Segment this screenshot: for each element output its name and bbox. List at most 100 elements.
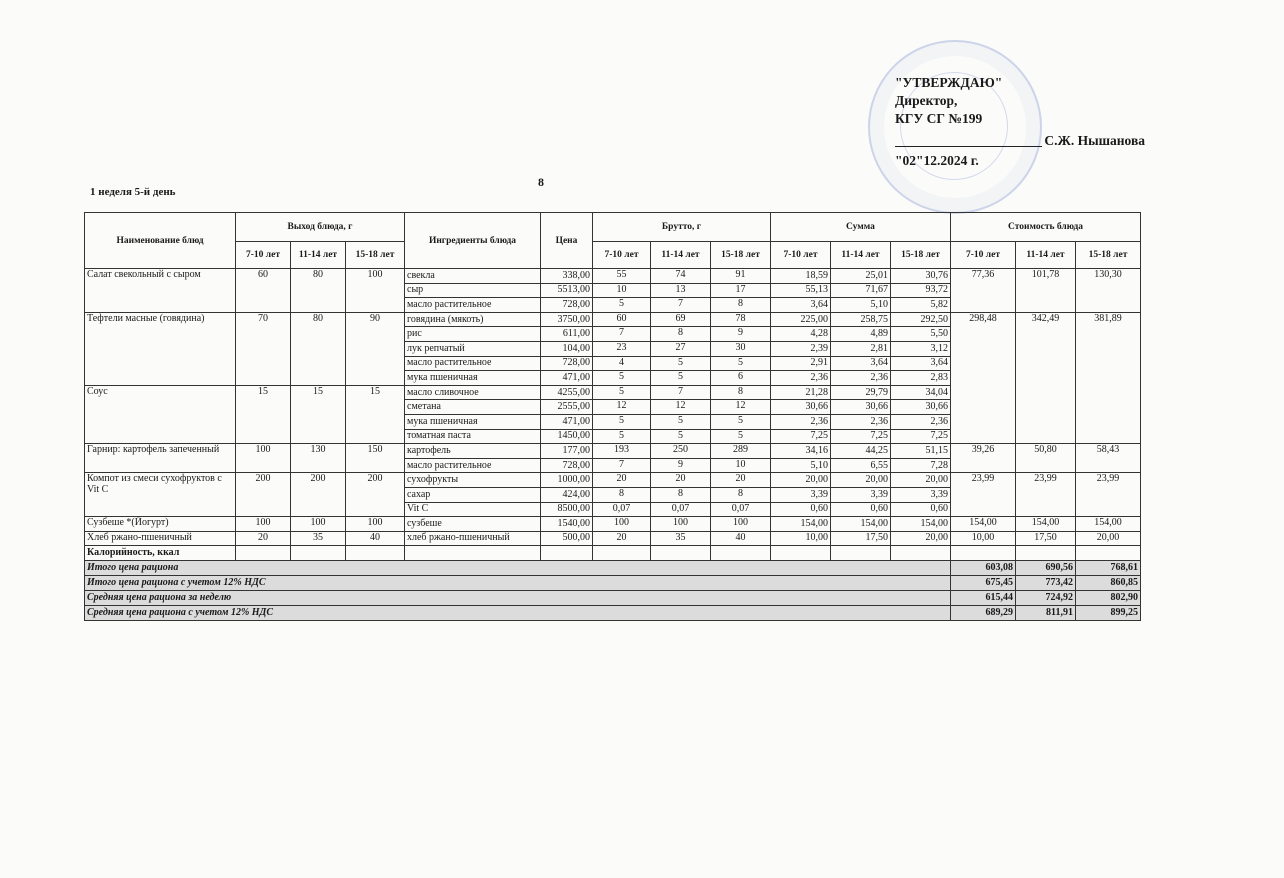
dish-cost: 298,48	[950, 311, 1016, 445]
signature-row: С.Ж. Нышанова	[895, 128, 1145, 150]
dish-cost: 154,00	[1075, 516, 1141, 532]
ingredient-sum: 20,00	[770, 472, 831, 488]
ingredient-brutto: 7	[650, 297, 711, 313]
ingredient-sum: 44,25	[830, 443, 891, 459]
dish-cost: 23,99	[950, 472, 1016, 518]
dish-yield: 200	[290, 472, 346, 518]
ingredient-brutto: 78	[710, 311, 771, 328]
dish-row: Компот из смеси сухофруктов с Vit C 200 20…	[84, 472, 1141, 518]
ingredient-name: сузбеше	[404, 516, 541, 532]
ingredient-brutto: 69	[650, 311, 711, 328]
ingredient-brutto: 40	[710, 530, 771, 547]
ingredient-brutto: 5	[592, 384, 651, 401]
dish-yield: 15	[235, 384, 291, 445]
dish-yield: 20	[235, 530, 291, 547]
dish-yield: 200	[345, 472, 405, 518]
total-label: Средняя цена рациона за неделю	[84, 589, 951, 606]
dish-cost: 58,43	[1075, 443, 1141, 474]
ingredient-brutto: 20	[710, 472, 771, 488]
ingredient-sum: 34,04	[890, 384, 951, 401]
total-value: 768,61	[1075, 559, 1141, 576]
calorie-cell	[710, 545, 771, 561]
ingredient-sum: 292,50	[890, 311, 951, 328]
ingredient-row: масло растительное 728,00 4 5 5 2,91 3,64 3,64	[85, 355, 1141, 372]
header-ingredients: Ингредиенты блюда	[404, 212, 541, 269]
ingredient-sum: 5,82	[890, 297, 951, 313]
ingredient-name: хлеб ржано-пшеничный	[404, 530, 541, 547]
ingredient-name: мука пшеничная	[404, 370, 541, 386]
header-price: Цена	[540, 212, 593, 269]
dish-name: Хлеб ржано-пшеничный	[84, 530, 236, 547]
ingredient-brutto: 4	[592, 355, 651, 372]
dish-yield: 15	[290, 384, 346, 445]
ingredient-sum: 93,72	[890, 282, 951, 299]
dish-yield: 80	[290, 268, 346, 313]
ingredient-brutto: 60	[592, 311, 651, 328]
ingredient-brutto: 289	[710, 443, 771, 459]
dish-cost: 50,80	[1015, 443, 1076, 474]
ingredient-price: 728,00	[540, 297, 593, 313]
ingredient-sum: 5,50	[890, 326, 951, 342]
dish-yield: 100	[345, 268, 405, 313]
dish-name: Сузбеше *(Йогурт)	[84, 516, 236, 532]
ingredient-price: 338,00	[540, 268, 593, 284]
ingredient-name: сухофрукты	[404, 472, 541, 488]
dish-yield: 100	[345, 516, 405, 532]
ingredient-brutto: 20	[650, 472, 711, 488]
ingredient-brutto: 27	[650, 340, 711, 357]
ingredient-name: говядина (мякоть)	[404, 311, 541, 328]
ingredient-sum: 30,66	[830, 399, 891, 415]
ingredient-sum: 20,00	[890, 530, 951, 547]
ingredient-brutto: 5	[710, 413, 771, 430]
ingredient-sum: 2,36	[890, 413, 951, 430]
dish-yield: 60	[235, 268, 291, 313]
ingredient-price: 2555,00	[540, 399, 593, 415]
ingredient-brutto: 0,07	[592, 501, 651, 518]
ingredient-sum: 6,55	[830, 457, 891, 474]
ingredient-sum: 5,10	[830, 297, 891, 313]
approval-date: "02"12.2024 г.	[895, 153, 979, 168]
header-brutto: Брутто, г	[592, 212, 771, 242]
ingredient-brutto: 250	[650, 443, 711, 459]
total-label: Итого цена рациона	[84, 559, 951, 576]
ingredient-name: рис	[404, 326, 541, 342]
total-value: 899,25	[1075, 604, 1141, 621]
ingredient-brutto: 12	[592, 399, 651, 415]
ingredient-price: 1450,00	[540, 428, 593, 445]
ingredient-brutto: 30	[710, 340, 771, 357]
total-row: Итого цена рациона с учетом 12% НДС 675,4…	[84, 574, 1141, 591]
calorie-cell	[235, 545, 291, 561]
ingredient-brutto: 8	[592, 486, 651, 503]
ingredient-sum: 10,00	[770, 530, 831, 547]
dish-name: Салат свекольный с сыром	[84, 268, 236, 313]
total-row: Итого цена рациона 603,08 690,56 768,61	[84, 559, 1141, 576]
ingredient-sum: 258,75	[830, 311, 891, 328]
dish-yield: 100	[235, 443, 291, 474]
signature-line	[895, 146, 1043, 147]
ingredient-brutto: 8	[650, 486, 711, 503]
ingredient-sum: 2,36	[770, 370, 831, 386]
calorie-cell	[950, 545, 1016, 561]
ingredient-sum: 2,36	[830, 413, 891, 430]
header-brutto-age: 7-10 лет	[592, 241, 651, 269]
ingredient-price: 471,00	[540, 413, 593, 430]
ingredient-row: томатная паста 1450,00 5 5 5 7,25 7,25 7,25	[85, 428, 1141, 445]
approval-block: "УТВЕРЖДАЮ" Директор, КГУ СГ №199 С.Ж. Н…	[895, 74, 1145, 170]
ingredient-price: 471,00	[540, 370, 593, 386]
dish-cost: 17,50	[1015, 530, 1076, 547]
dish-cost: 101,78	[1015, 268, 1076, 313]
dish-row: Гарнир: картофель запеченный 100 130 150 кар…	[84, 443, 1141, 474]
ingredient-brutto: 5	[710, 428, 771, 445]
ingredient-price: 424,00	[540, 486, 593, 503]
ingredient-sum: 4,28	[770, 326, 831, 342]
ingredient-sum: 7,25	[890, 428, 951, 445]
ingredient-name: масло сливочное	[404, 384, 541, 401]
dish-yield: 80	[290, 311, 346, 386]
ingredient-sum: 29,79	[830, 384, 891, 401]
dish-cost: 154,00	[950, 516, 1016, 532]
dish-cost: 39,26	[950, 443, 1016, 474]
total-value: 811,91	[1015, 604, 1076, 621]
total-value: 690,56	[1015, 559, 1076, 576]
total-value: 675,45	[950, 574, 1016, 591]
ingredient-sum: 17,50	[830, 530, 891, 547]
